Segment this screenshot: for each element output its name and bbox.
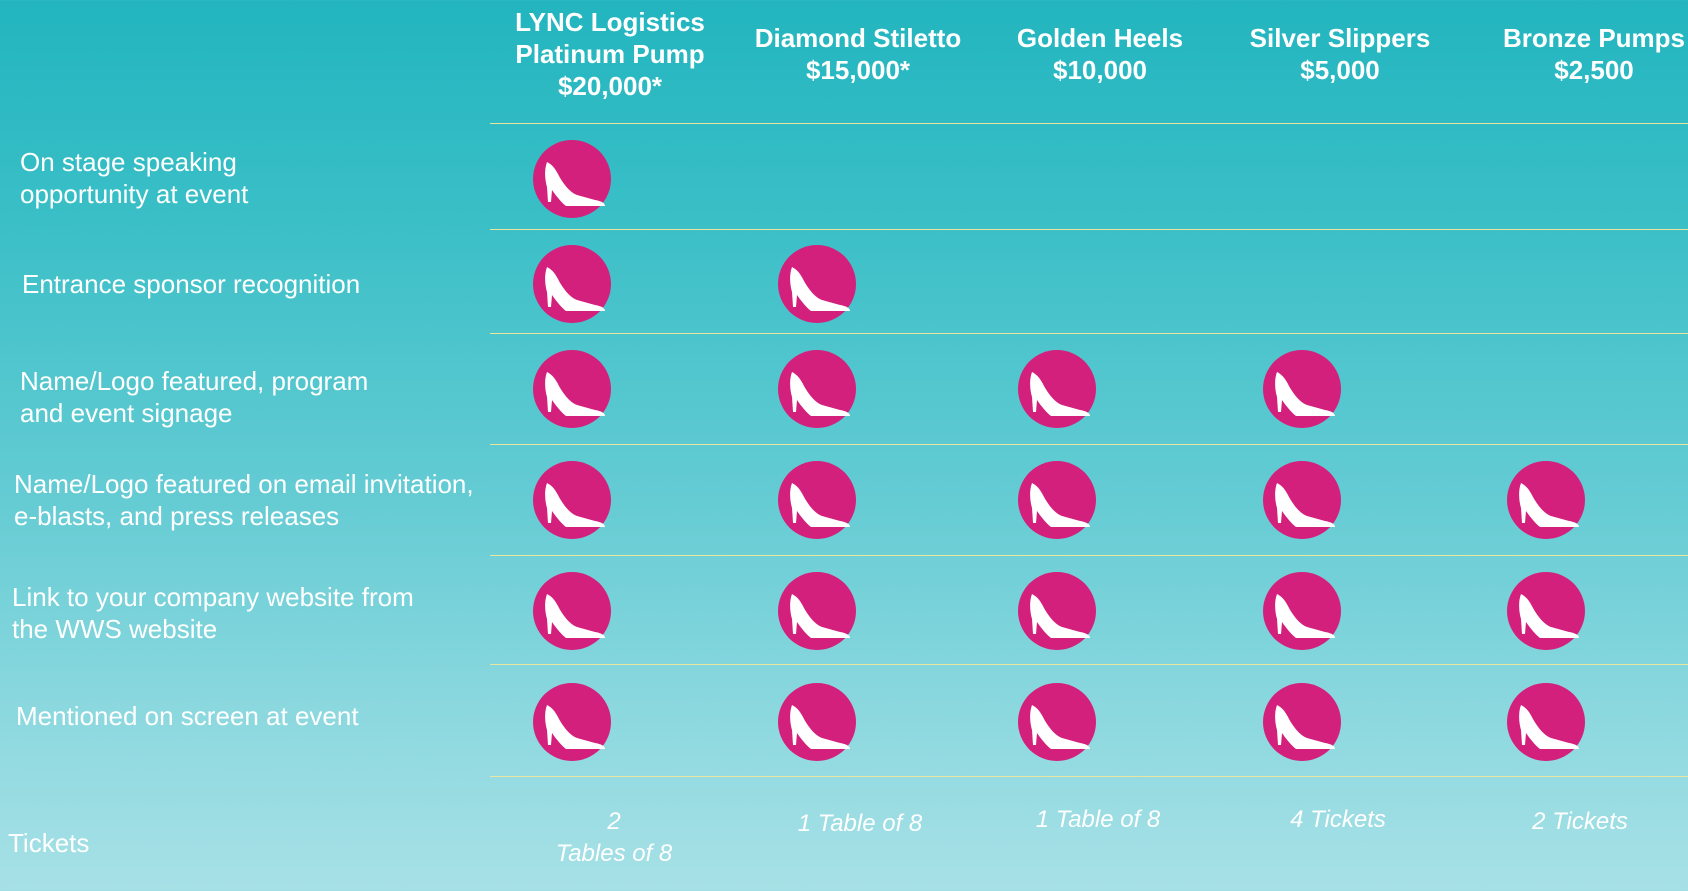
benefit-label: Link to your company website from the WW… — [12, 582, 414, 644]
benefit-label: Entrance sponsor recognition — [22, 269, 361, 299]
tier-header-golden: Golden Heels $10,000 — [970, 22, 1230, 86]
benefit-label: On stage speaking opportunity at event — [20, 147, 249, 209]
tier-name: Bronze Pumps — [1502, 23, 1686, 53]
row-divider — [490, 123, 1688, 124]
ticket-value: 1 Table of 8 — [1035, 806, 1161, 833]
high-heel-shoe-icon — [1263, 572, 1341, 650]
high-heel-shoe-icon — [778, 350, 856, 428]
row-divider — [490, 229, 1688, 230]
tier-name: Silver Slippers — [1249, 23, 1431, 53]
tier-name: Diamond Stiletto — [754, 23, 962, 53]
high-heel-shoe-icon — [533, 245, 611, 323]
ticket-value: 2 Tickets — [1532, 808, 1628, 835]
high-heel-shoe-icon — [1018, 350, 1096, 428]
high-heel-shoe-icon — [778, 683, 856, 761]
row-divider — [490, 444, 1688, 445]
tier-price: $5,000 — [1300, 55, 1380, 85]
high-heel-shoe-icon — [1263, 461, 1341, 539]
high-heel-shoe-icon — [533, 350, 611, 428]
row-divider — [490, 555, 1688, 556]
tier-price: $2,500 — [1554, 55, 1634, 85]
tier-header-bronze: Bronze Pumps $2,500 — [1464, 22, 1688, 86]
benefit-label: Name/Logo featured, program and event si… — [20, 366, 369, 428]
high-heel-shoe-icon — [1263, 683, 1341, 761]
high-heel-shoe-icon — [1018, 683, 1096, 761]
high-heel-shoe-icon — [1507, 683, 1585, 761]
high-heel-shoe-icon — [778, 461, 856, 539]
high-heel-shoe-icon — [1263, 350, 1341, 428]
row-divider — [490, 664, 1688, 665]
row-divider — [490, 333, 1688, 334]
tier-name: Golden Heels — [1016, 23, 1184, 53]
row-divider — [490, 776, 1688, 777]
tickets-label: Tickets — [8, 828, 90, 858]
tier-header-silver: Silver Slippers $5,000 — [1210, 22, 1470, 86]
ticket-value: 1 Table of 8 — [797, 810, 923, 837]
high-heel-shoe-icon — [533, 140, 611, 218]
tier-name: LYNC Logistics Platinum Pump — [515, 7, 705, 69]
benefit-label: Mentioned on screen at event — [16, 701, 359, 731]
ticket-value: 2 Tables of 8 — [555, 808, 673, 867]
high-heel-shoe-icon — [1507, 572, 1585, 650]
tier-header-platinum: LYNC Logistics Platinum Pump $20,000* — [480, 6, 740, 102]
high-heel-shoe-icon — [1018, 572, 1096, 650]
high-heel-shoe-icon — [533, 683, 611, 761]
high-heel-shoe-icon — [1018, 461, 1096, 539]
high-heel-shoe-icon — [778, 245, 856, 323]
tier-price: $20,000* — [557, 71, 663, 101]
high-heel-shoe-icon — [533, 461, 611, 539]
high-heel-shoe-icon — [778, 572, 856, 650]
tier-price: $10,000 — [1053, 55, 1147, 85]
high-heel-shoe-icon — [1507, 461, 1585, 539]
tier-header-diamond: Diamond Stiletto $15,000* — [728, 22, 988, 86]
tier-price: $15,000* — [805, 55, 911, 85]
benefit-label: Name/Logo featured on email invitation, … — [14, 469, 474, 531]
ticket-value: 4 Tickets — [1290, 806, 1386, 833]
high-heel-shoe-icon — [533, 572, 611, 650]
